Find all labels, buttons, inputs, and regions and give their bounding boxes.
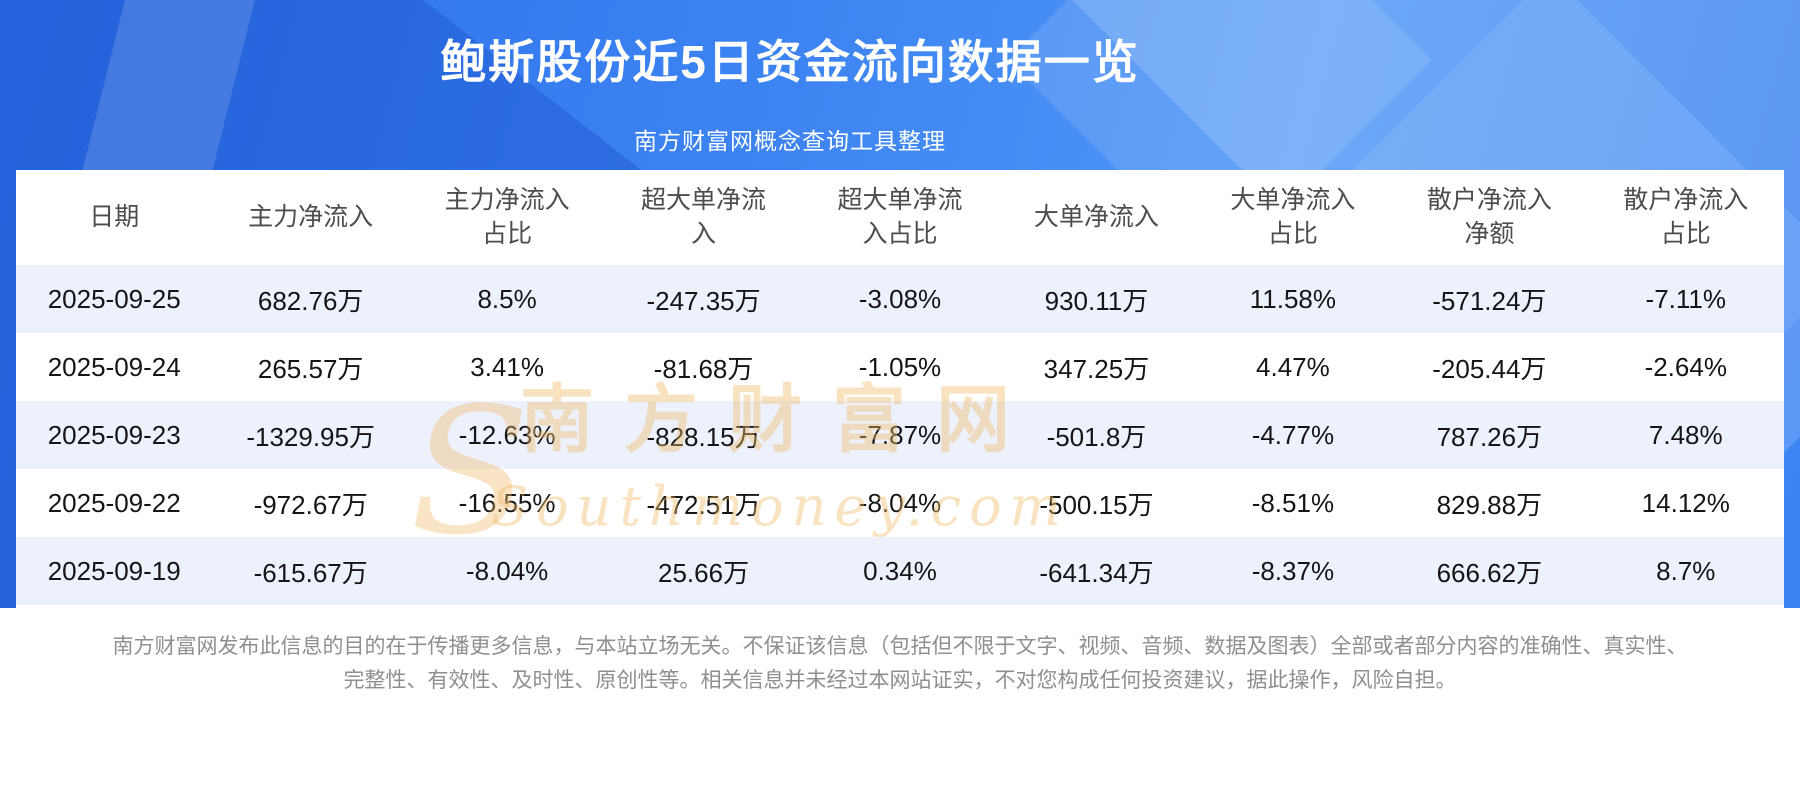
table-cell: -7.11% [1645,283,1726,314]
table-cell: -2.64% [1644,351,1727,382]
table-cell: 7.48% [1648,419,1723,450]
table-cell: 11.58% [1249,283,1337,314]
table-cell: -828.15万 [646,421,761,452]
table-cell: -4.77% [1251,419,1335,450]
table-cell: -615.67万 [253,557,368,588]
disclaimer-text: 南方财富网发布此信息的目的在于传播更多信息，与本站立场无关。不保证该信息（包括但… [112,635,1688,692]
column-header: 散户净流入 占比 [1623,185,1749,248]
table-cell: 0.34% [863,555,937,586]
table-cell: -472.51万 [646,489,761,520]
column-header: 主力净流入 [248,202,374,231]
table-cell: -1.05% [858,351,942,382]
table-cell: 930.11万 [1044,285,1149,316]
table-cell: -500.15万 [1039,489,1154,520]
table-cell: 787.26万 [1436,421,1543,452]
table-cell: 2025-09-24 [47,351,181,382]
table-cell: 2025-09-25 [47,283,181,314]
table-cell: 4.47% [1256,351,1330,382]
table-cell: -571.24万 [1432,285,1547,316]
table-cell: -641.34万 [1039,557,1154,588]
data-table-card: 日期 主力净流入 主力净流入 占比 超大单净流 入 超大单净流 入占比 大单净流入 大单净流… [16,170,1784,800]
table-cell: 25.66万 [658,557,750,588]
table-row: 2025-09-25 682.76万 8.5% -247.35万 -3.08% 930.1… [16,265,1784,333]
column-header: 超大单净流 入 [641,185,767,248]
table-cell: -81.68万 [653,353,754,384]
table-cell: -247.35万 [646,285,761,316]
table-cell: 347.25万 [1043,353,1150,384]
table-cell: -8.51% [1251,487,1335,518]
table-row: 2025-09-24 265.57万 3.41% -81.68万 -1.05% 347.2… [16,333,1784,401]
column-header: 大单净流入 [1033,202,1159,231]
column-header: 主力净流入 占比 [444,185,570,248]
table-cell: 666.62万 [1436,557,1543,588]
table-cell: 2025-09-19 [47,555,181,586]
table-cell: 8.5% [477,283,537,314]
footer-disclaimer: 南方财富网发布此信息的目的在于传播更多信息，与本站立场无关。不保证该信息（包括但… [0,608,1800,800]
table-cell: -8.04% [465,555,549,586]
table-cell: 829.88万 [1436,489,1543,520]
table-cell: -501.8万 [1046,421,1147,452]
table-row: 2025-09-23 -1329.95万 -12.63% -828.15万 -7.87%… [16,401,1784,469]
table-cell: 2025-09-23 [47,419,181,450]
table-cell: 265.57万 [257,353,364,384]
page-title: 鲍斯股份近5日资金流向数据一览 [440,36,1140,88]
table-cell: 14.12% [1641,487,1730,518]
table-cell: -16.55% [458,487,556,518]
table-cell: 3.41% [470,351,544,382]
table-cell: 682.76万 [257,285,364,316]
table-header-row: 日期 主力净流入 主力净流入 占比 超大单净流 入 超大单净流 入占比 大单净流入 大单净流… [16,170,1784,265]
table-cell: -3.08% [858,283,942,314]
table-cell: 8.7% [1656,555,1716,586]
table-body: 2025-09-25 682.76万 8.5% -247.35万 -3.08% 930.1… [16,265,1784,605]
column-header: 超大单净流 入占比 [837,185,963,248]
column-header: 大单净流入 占比 [1230,185,1356,248]
table-cell: -1329.95万 [246,421,375,452]
table-cell: -205.44万 [1432,353,1547,384]
table-row: 2025-09-22 -972.67万 -16.55% -472.51万 -8.04% -… [16,469,1784,537]
table-row: 2025-09-19 -615.67万 -8.04% 25.66万 0.34% -641.… [16,537,1784,605]
table-cell: -8.04% [858,487,942,518]
table-cell: 2025-09-22 [47,487,181,518]
column-header: 日期 [89,202,140,231]
table-cell: -8.37% [1251,555,1335,586]
column-header: 散户净流入 净额 [1426,185,1552,248]
table-cell: -12.63% [458,419,556,450]
table-cell: -972.67万 [253,489,368,520]
header: 鲍斯股份近5日资金流向数据一览 南方财富网概念查询工具整理 [0,0,1580,156]
table-cell: -7.87% [858,419,942,450]
page-subtitle: 南方财富网概念查询工具整理 [634,128,946,154]
